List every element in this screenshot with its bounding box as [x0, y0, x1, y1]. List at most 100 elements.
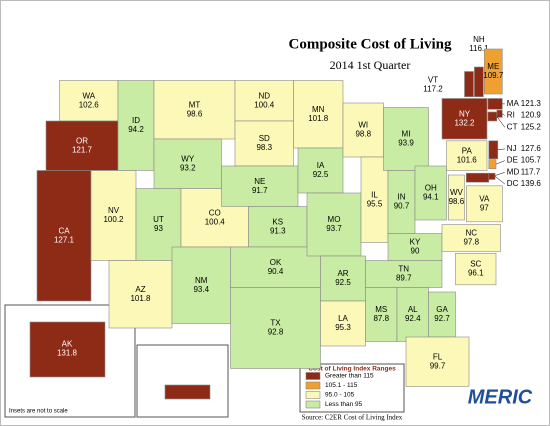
state-abbr: MN	[312, 105, 325, 114]
state-value: 120.9	[521, 111, 542, 120]
state-value: 101.6	[457, 155, 478, 164]
state	[248, 206, 308, 248]
state-value: 127.6	[521, 144, 542, 153]
state-value: 92.5	[335, 278, 351, 287]
state-abbr: NY	[459, 109, 471, 118]
state-abbr: WY	[181, 154, 195, 163]
state	[441, 224, 501, 252]
state-value: 90	[411, 247, 420, 256]
state-abbr: PA	[462, 146, 473, 155]
state-value: 162.9	[178, 370, 199, 379]
state	[465, 185, 503, 223]
state-abbr: CO	[209, 208, 221, 217]
state	[405, 336, 470, 387]
state-abbr: IN	[398, 193, 406, 202]
state	[153, 138, 222, 189]
state-value: 131.8	[57, 349, 78, 358]
state-value: 125.2	[521, 122, 542, 131]
state	[488, 159, 497, 169]
state-abbr: WI	[358, 121, 368, 130]
state-abbr: MI	[402, 130, 411, 139]
state	[320, 255, 366, 302]
state	[483, 48, 503, 95]
state-abbr: TX	[270, 319, 281, 328]
state-value: 87.8	[373, 314, 389, 323]
state-abbr: TN	[398, 265, 409, 274]
state-abbr: NV	[108, 206, 120, 215]
state-value: 90.4	[268, 267, 284, 276]
state-abbr: MS	[375, 305, 387, 314]
state-value: 105.7	[521, 156, 542, 165]
state	[465, 172, 490, 183]
state-abbr: DC	[507, 179, 519, 188]
state-value: 101.8	[130, 294, 151, 303]
legend-swatch	[305, 381, 321, 390]
state-abbr: FL	[433, 352, 443, 361]
state-value: 93.2	[180, 163, 196, 172]
state-value: 93.7	[326, 224, 342, 233]
state-value: 94.1	[423, 193, 439, 202]
legend-label: 105.1 - 115	[325, 382, 358, 389]
state-value: 91.3	[270, 226, 286, 235]
state-abbr: IL	[371, 190, 378, 199]
state-value: 101.8	[308, 114, 329, 123]
state-value: 92.5	[313, 170, 329, 179]
map-subtitle: 2014 1st Quarter	[330, 58, 411, 72]
state	[90, 170, 137, 261]
state	[171, 246, 231, 324]
state-value: 92.4	[405, 314, 421, 323]
state	[293, 80, 344, 149]
state	[164, 384, 211, 400]
state-value: 99.7	[430, 361, 446, 370]
state	[396, 287, 429, 342]
state	[306, 192, 362, 257]
state-value: 139.6	[521, 179, 542, 188]
state	[496, 109, 503, 118]
inset-note: Insets are not to scale	[9, 409, 68, 415]
state-abbr: UT	[153, 215, 164, 224]
state-abbr: MT	[189, 100, 201, 109]
state-abbr: KS	[272, 217, 283, 226]
state	[320, 300, 366, 347]
state-abbr: IA	[317, 161, 325, 170]
state-abbr: VT	[428, 76, 438, 85]
state-value: 93.9	[398, 139, 414, 148]
state-value: 117.7	[521, 167, 541, 176]
state	[59, 80, 119, 122]
logo: MERIC	[468, 386, 533, 408]
state-value: 117.2	[423, 85, 443, 94]
state	[221, 165, 299, 207]
state-value: 102.6	[79, 100, 100, 109]
state	[230, 287, 321, 369]
state-abbr: RI	[507, 111, 515, 120]
state-value: 100.4	[205, 217, 226, 226]
state-abbr: NC	[465, 229, 477, 238]
state	[387, 233, 443, 261]
state-abbr: WA	[82, 91, 95, 100]
state-value: 93	[154, 224, 163, 233]
state-value: 98.6	[449, 197, 465, 206]
state-abbr: LA	[338, 314, 348, 323]
state-abbr: ME	[487, 62, 499, 71]
state-abbr: NE	[254, 177, 265, 186]
state-abbr: WV	[450, 188, 464, 197]
state	[383, 107, 429, 171]
state-value: 121.3	[521, 99, 542, 108]
hawaii-inset	[136, 344, 229, 418]
state-abbr: ND	[258, 91, 270, 100]
state	[234, 120, 294, 167]
legend-swatch	[305, 372, 321, 380]
state-abbr: NH	[473, 35, 485, 44]
state-abbr: VA	[479, 194, 490, 203]
state	[230, 246, 321, 288]
state	[414, 165, 447, 221]
state	[365, 260, 443, 288]
state-abbr: AZ	[135, 285, 145, 294]
state	[464, 71, 474, 98]
state-value: 116.1	[469, 44, 489, 53]
state-abbr: SC	[470, 260, 481, 269]
state-value: 100.2	[103, 215, 124, 224]
state-value: 90.7	[394, 202, 410, 211]
legend-label: 95.0 - 105	[325, 392, 355, 399]
state-abbr: SD	[259, 134, 270, 143]
